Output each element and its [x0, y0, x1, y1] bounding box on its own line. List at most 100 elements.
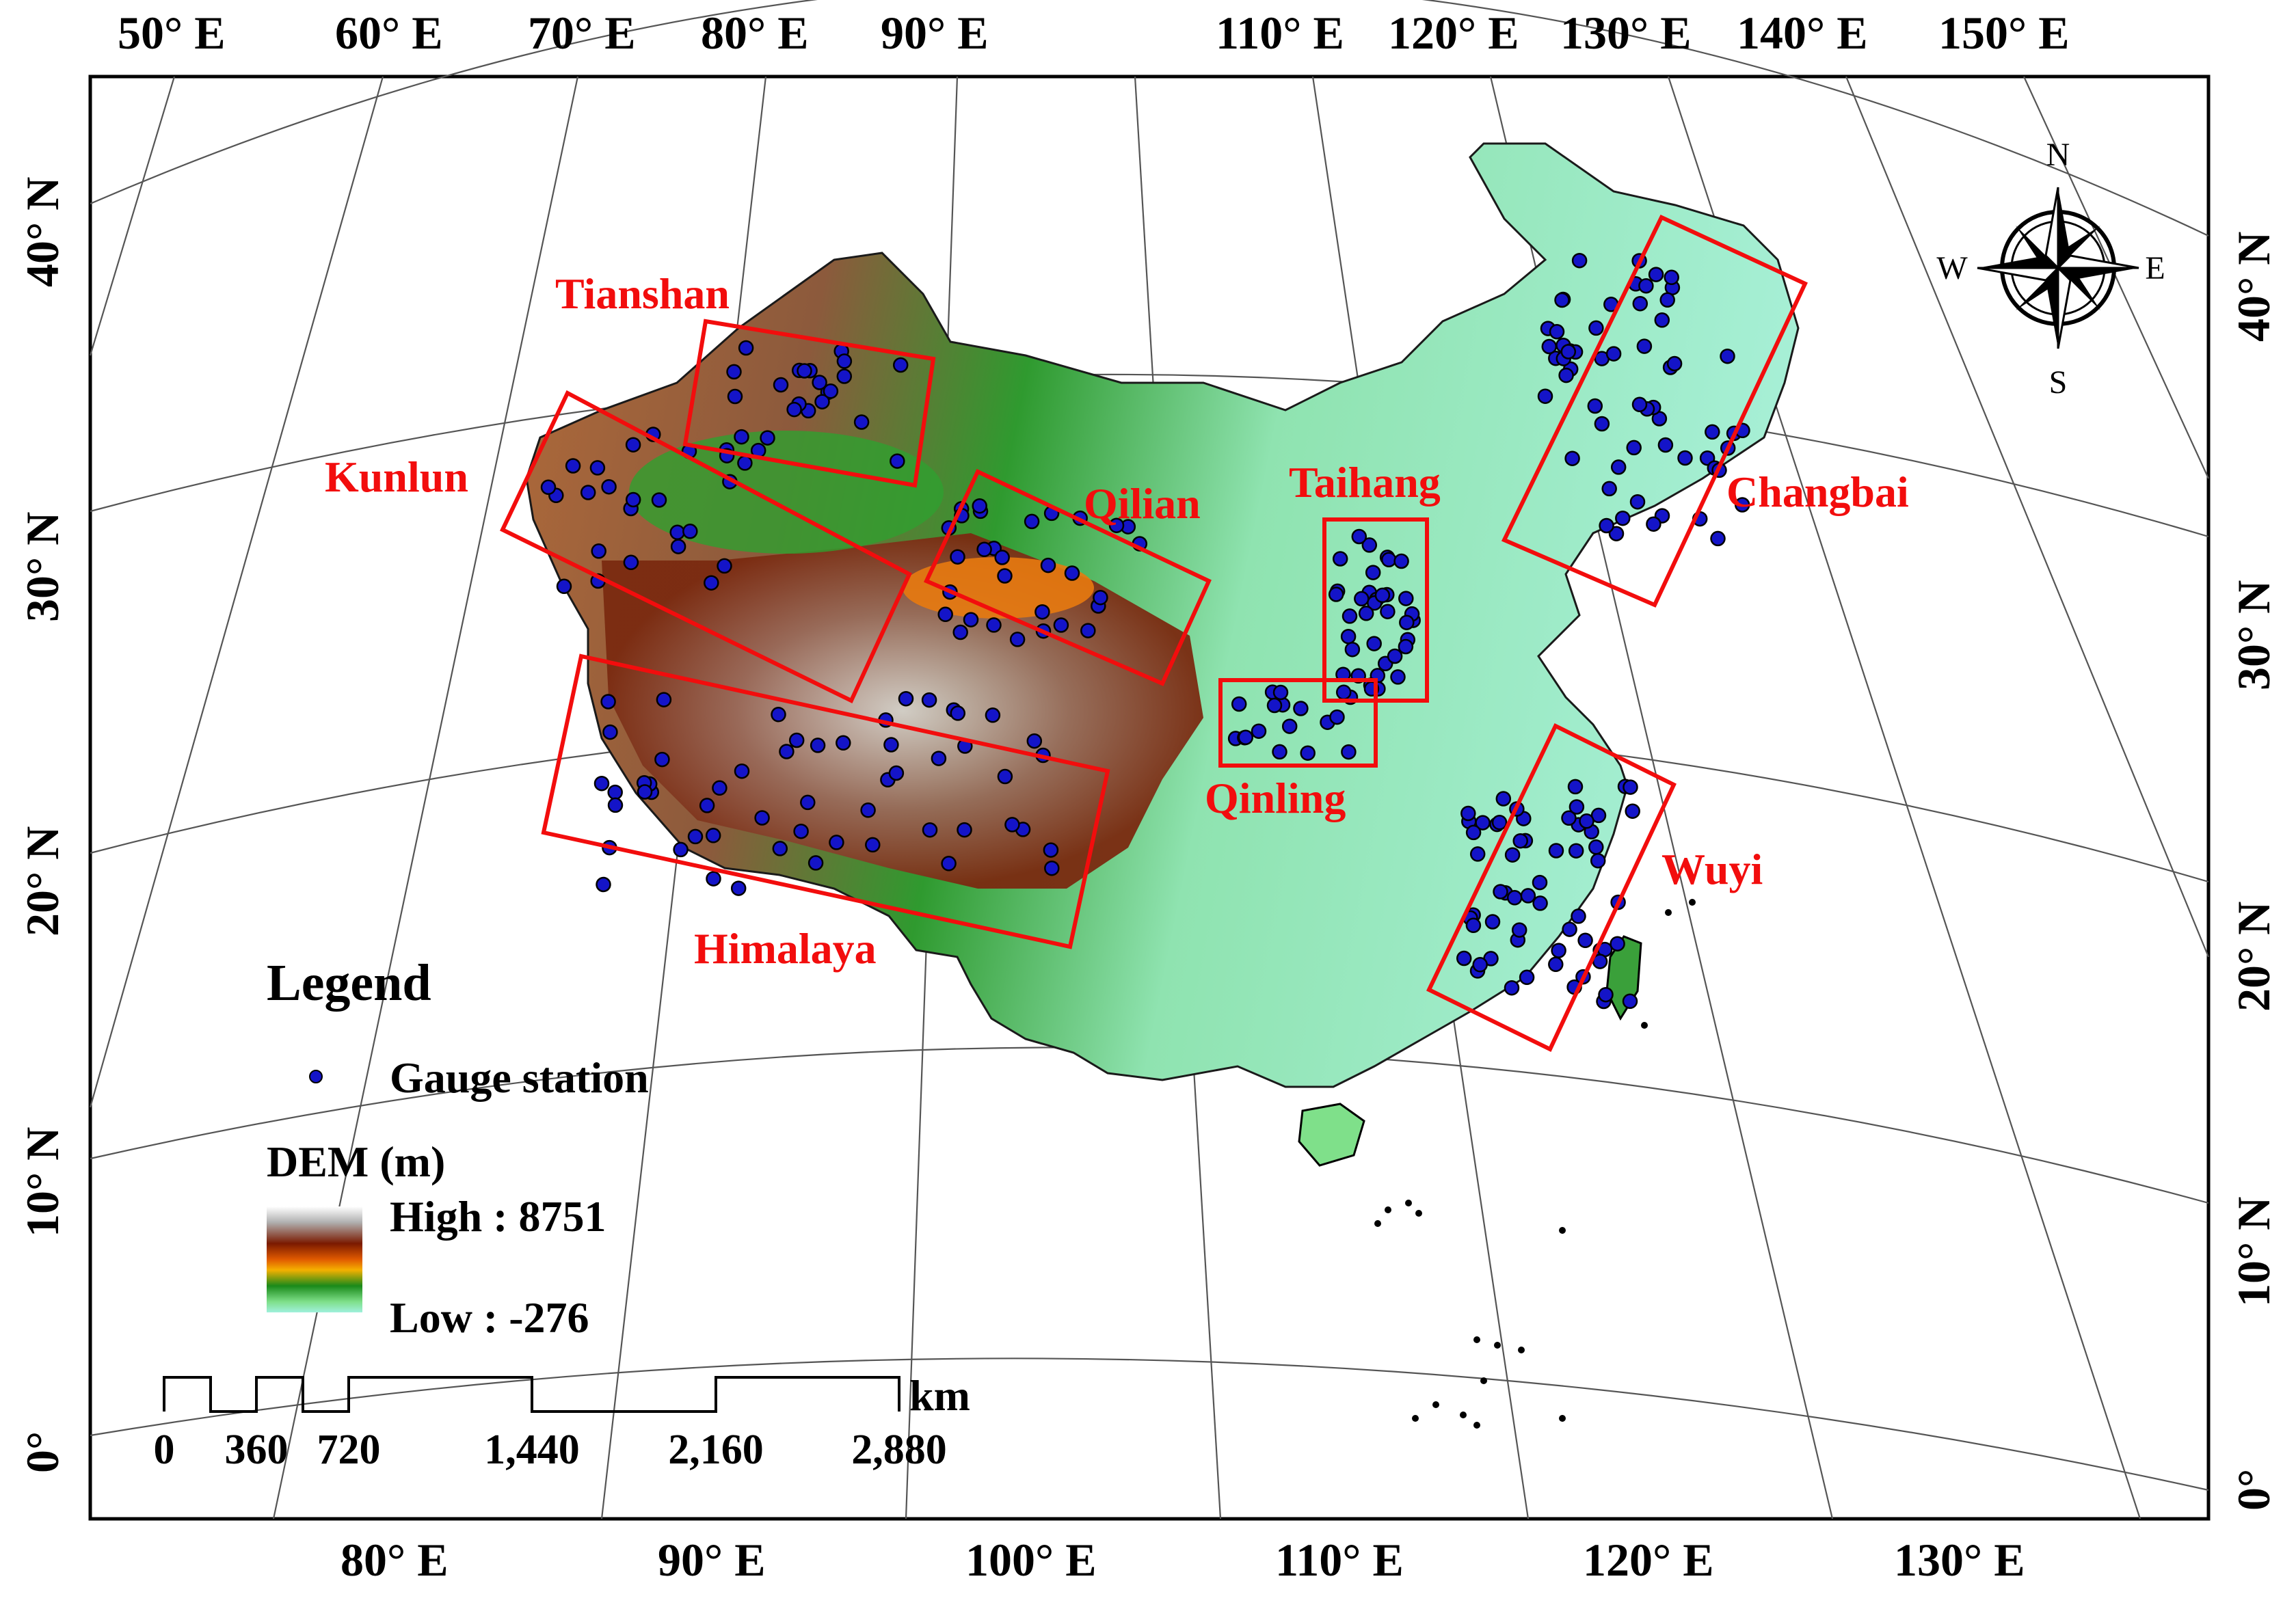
gauge-station: [704, 575, 719, 591]
gauge-station: [1009, 632, 1026, 647]
gauge-station: [1629, 494, 1646, 510]
gauge-station: [793, 823, 809, 839]
gauge-station: [972, 498, 987, 514]
gauge-station: [656, 692, 672, 707]
compass-n: N: [2046, 137, 2070, 173]
left-lat-label: 10° N: [16, 1126, 68, 1237]
top-lon-label: 90° E: [881, 7, 989, 59]
gauge-station: [1622, 993, 1638, 1010]
gauge-station: [589, 460, 606, 476]
box-taihang: [1322, 517, 1429, 703]
gauge-station: [1040, 557, 1056, 573]
gauge-station: [1460, 805, 1476, 822]
left-lat-label: 20° N: [16, 826, 68, 936]
gauge-station: [771, 707, 786, 723]
gauge-station: [1026, 733, 1043, 749]
box-himalaya: [541, 653, 1110, 949]
gauge-station: [1390, 669, 1406, 685]
gauge-station: [836, 368, 853, 384]
compass-rose: N S E W: [1936, 137, 2165, 401]
gauge-station: [1380, 552, 1397, 568]
gauge-station: [1577, 932, 1593, 949]
gauge-station: [1532, 874, 1548, 891]
gauge-station: [1579, 813, 1594, 829]
hainan-island: [1298, 1103, 1365, 1167]
top-lon-label: 130° E: [1560, 7, 1692, 59]
gauge-station: [673, 841, 689, 858]
gauge-station: [601, 478, 617, 495]
gauge-station: [1272, 744, 1287, 760]
gauge-station: [1512, 833, 1528, 849]
gauge-station: [1238, 729, 1254, 746]
gauge-station: [1504, 847, 1521, 863]
legend-dem-ramp: [267, 1206, 362, 1312]
gauge-station: [1562, 921, 1577, 937]
right-lat-label: 20° N: [2228, 901, 2280, 1012]
gauge-station: [1093, 589, 1108, 606]
gauge-station: [1626, 440, 1642, 456]
scale-unit: km: [909, 1371, 970, 1420]
gauge-station: [670, 539, 686, 554]
gauge-station: [1638, 278, 1654, 294]
gauge-station: [1631, 396, 1648, 413]
gauge-station: [797, 363, 812, 379]
box-qinling: [1218, 678, 1378, 768]
top-lon-label: 80° E: [701, 7, 809, 59]
gauge-station: [976, 541, 992, 558]
gauge-station: [1064, 565, 1080, 581]
gauge-station: [1266, 697, 1283, 714]
gauge-station: [727, 388, 743, 405]
gauge-station: [898, 690, 914, 707]
gauge-station: [734, 763, 750, 779]
legend-title: Legend: [267, 954, 431, 1012]
right-lat-label: 10° N: [2228, 1196, 2280, 1307]
gauge-station: [1551, 943, 1566, 958]
legend-dem-high: High : 8751: [390, 1192, 606, 1241]
gauge-station: [1646, 516, 1661, 532]
gauge-station: [1361, 537, 1378, 553]
gauge-station: [1399, 615, 1415, 630]
gauge-station: [788, 732, 805, 748]
gauge-station: [1380, 604, 1396, 619]
gauge-station: [556, 578, 572, 595]
gauge-station: [600, 694, 616, 710]
gauge-station: [1340, 628, 1357, 645]
top-lon-label: 70° E: [528, 7, 636, 59]
south-china-sea-islands: [1374, 899, 1696, 1429]
gauge-station: [1281, 718, 1298, 734]
gauge-station: [1335, 684, 1352, 701]
region-label-tianshan: Tianshan: [555, 269, 730, 318]
gauge-station: [607, 797, 624, 813]
gauge-station: [1554, 292, 1570, 308]
gauge-station: [738, 340, 754, 356]
scale-tick-label: 2,160: [668, 1427, 764, 1473]
gauge-station: [1532, 895, 1548, 911]
gauge-station: [836, 735, 851, 751]
gauge-station: [1387, 648, 1403, 664]
scale-tick-label: 360: [224, 1427, 289, 1473]
gauge-station: [1354, 591, 1370, 607]
gauge-station: [682, 524, 698, 539]
gauge-station: [952, 624, 968, 640]
right-lat-label: 0°: [2228, 1468, 2280, 1511]
gauge-station: [1504, 980, 1520, 996]
gauge-station: [1601, 481, 1617, 497]
gauge-station: [963, 612, 979, 627]
gauge-station: [810, 738, 826, 753]
gauge-station: [1493, 884, 1508, 900]
legend-gauge-label: Gauge station: [390, 1053, 649, 1102]
gauge-station: [1393, 553, 1409, 569]
gauge-station: [1293, 701, 1309, 716]
region-label-changbai: Changbai: [1726, 468, 1909, 516]
gauge-station: [1358, 606, 1374, 621]
gauge-station: [1251, 723, 1267, 739]
gauge-station: [1024, 513, 1040, 530]
gauge-station: [1594, 416, 1610, 432]
gauge-station: [1657, 437, 1674, 453]
gauge-station: [1625, 803, 1640, 819]
tibetan-plateau: [602, 533, 1203, 889]
gauge-station: [1043, 842, 1059, 858]
gauge-station: [1705, 424, 1720, 440]
